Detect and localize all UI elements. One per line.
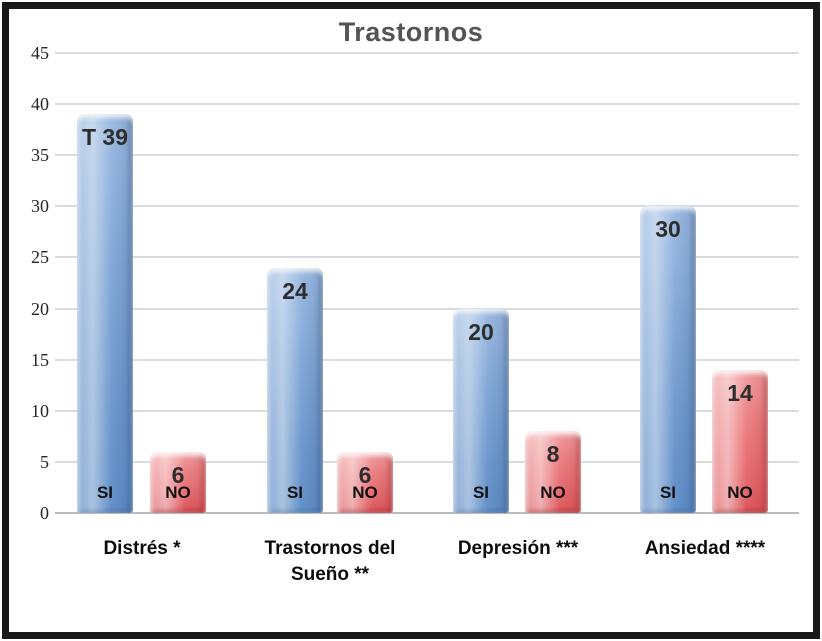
series-name-label-no: NO (727, 483, 753, 502)
y-axis-tick-label: 0 (40, 503, 49, 523)
gridline-45 (55, 52, 799, 54)
y-axis-tick-label: 5 (40, 451, 49, 472)
category-label: Depresión *** (457, 538, 579, 559)
series-name-label-no: NO (352, 483, 378, 502)
bar-no-3 (525, 431, 581, 513)
y-axis-tick-label: 10 (31, 400, 49, 421)
series-name-label-si: SI (472, 483, 490, 502)
plot-area: 0 5 10 15 20 25 30 35 40 45 T 39 SI 24 SI 20 SI 30 SI 6 NO 6… (9, 9, 813, 632)
gridline-0 (55, 512, 799, 514)
category-label: Ansiedad **** (644, 538, 766, 559)
series-name-label-si: SI (286, 483, 304, 502)
category-label: Distrés * (103, 538, 181, 559)
data-label-si-2: 24 (282, 277, 308, 304)
gridline-10 (55, 409, 799, 412)
gridline-5 (55, 460, 799, 463)
data-label-no-1: 6 (171, 461, 185, 488)
gridline-20 (55, 307, 799, 310)
y-axis-tick-label: 25 (31, 247, 49, 268)
gridline-25 (55, 256, 799, 259)
y-axis-tick-label: 15 (31, 349, 49, 370)
y-axis-tick-label: 40 (31, 94, 49, 115)
data-label-no-2: 6 (358, 461, 372, 488)
y-axis-tick-label: 35 (31, 145, 49, 166)
data-label-si-3: 20 (468, 318, 494, 345)
chart-title: Trastornos (338, 17, 484, 47)
y-axis-tick-label: 30 (31, 196, 49, 217)
gridline-15 (55, 358, 799, 361)
bar-no-4 (712, 369, 768, 513)
bar-si-1 (77, 114, 133, 513)
series-name-label-no: NO (165, 483, 191, 502)
series-name-label-si: SI (659, 483, 677, 502)
data-label-no-3: 8 (546, 441, 560, 468)
series-name-label-si: SI (96, 483, 114, 502)
bar-si-3 (453, 308, 509, 513)
y-axis-tick-label: 45 (31, 43, 49, 63)
series-name-label-no: NO (540, 483, 566, 502)
gridline-35 (55, 154, 799, 157)
data-label-si-1: T 39 (81, 124, 129, 151)
bar-si-2 (267, 267, 323, 513)
y-axis-tick-label: 20 (31, 298, 49, 319)
bar-no-2 (337, 451, 393, 513)
bar-no-1 (150, 451, 206, 513)
data-label-no-4: 14 (727, 379, 753, 406)
gridline-40 (55, 103, 799, 106)
category-label: Trastornos del Sueño ** (264, 538, 396, 585)
bar-si-4 (640, 206, 696, 513)
data-label-si-4: 30 (655, 216, 681, 243)
gridline-30 (55, 205, 799, 208)
